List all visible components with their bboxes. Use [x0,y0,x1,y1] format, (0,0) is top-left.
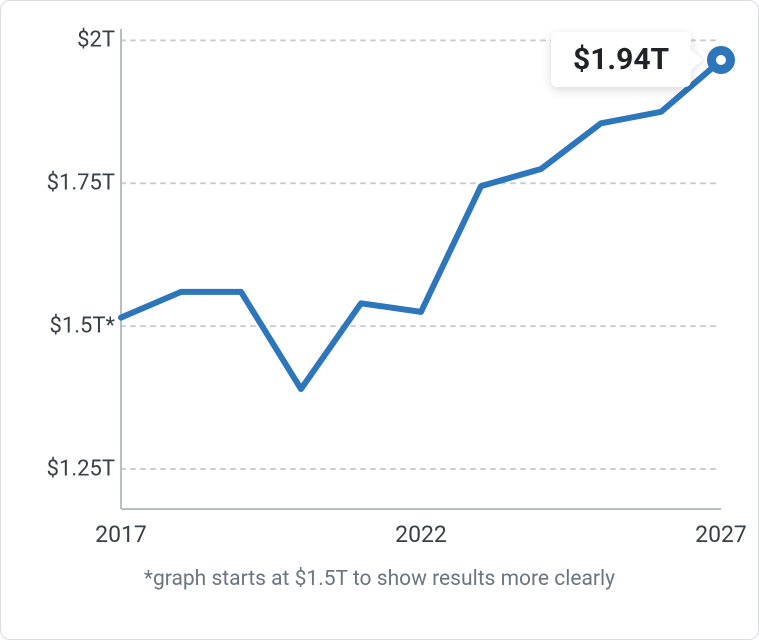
x-axis-label: 2022 [395,521,447,548]
x-axis-label: 2017 [95,521,147,548]
chart-area: $2T$1.75T$1.5T*$1.25T201720222027$1.94T [31,29,728,549]
chart-svg [31,29,731,559]
value-callout: $1.94T [551,32,691,87]
y-axis-label: $1.25T [47,457,115,482]
y-axis-label: $1.75T [47,171,115,196]
line-end-marker [707,46,735,74]
footnote: *graph starts at $1.5T to show results m… [31,567,728,591]
y-axis-label: $2T [77,28,115,53]
x-axis-label: 2027 [695,521,747,548]
chart-card: $2T$1.75T$1.5T*$1.25T201720222027$1.94T … [0,0,759,640]
y-axis-label: $1.5T* [50,314,116,339]
